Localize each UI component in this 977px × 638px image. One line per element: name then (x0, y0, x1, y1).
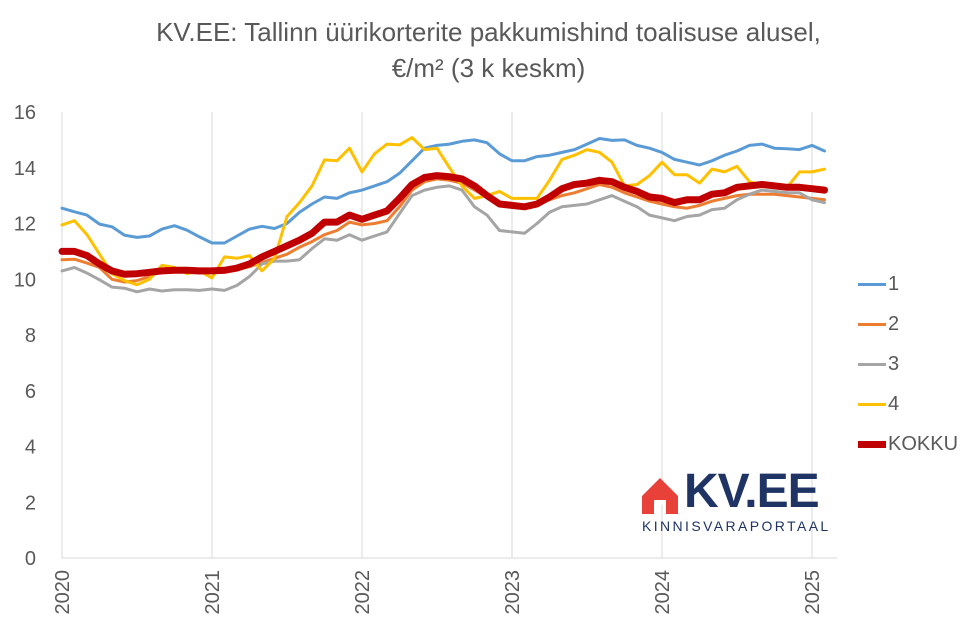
house-logo-icon (642, 478, 678, 514)
legend-item-2: 2 (858, 308, 973, 348)
legend-item-4: 4 (858, 388, 973, 428)
legend-swatch (858, 363, 886, 366)
legend-swatch (858, 323, 886, 326)
logo-subtext: KINNISVARAPORTAAL (642, 518, 831, 534)
y-tick-label: 0 (25, 548, 36, 570)
y-tick-label: 6 (25, 381, 36, 403)
series-line-3 (60, 184, 826, 294)
chart-legend: 1 2 3 4 KOKKU (858, 268, 973, 468)
x-tick-label: 2021 (202, 570, 224, 615)
chart-title-line2: €/m² (3 k keskm) (391, 53, 586, 83)
legend-label: 3 (888, 353, 900, 375)
kvee-logo: KV.EE KINNISVARAPORTAAL (640, 468, 831, 538)
legend-item-3: 3 (858, 348, 973, 388)
x-tick-label: 2024 (652, 570, 674, 615)
x-tick-label: 2022 (352, 570, 374, 615)
series-line-kokku (58, 172, 828, 278)
y-tick-label: 14 (14, 158, 36, 180)
legend-item-1: 1 (858, 268, 973, 308)
legend-swatch (858, 283, 886, 286)
legend-label: 4 (888, 393, 900, 415)
x-tick-label: 2020 (52, 570, 74, 615)
y-tick-label: 16 (14, 102, 36, 124)
legend-label: 1 (888, 273, 900, 295)
y-tick-label: 12 (14, 214, 36, 236)
y-tick-label: 10 (14, 269, 36, 291)
chart-title: KV.EE: Tallinn üürikorterite pakkumishin… (0, 14, 977, 86)
legend-swatch (858, 403, 886, 406)
legend-item-kokku: KOKKU (858, 428, 973, 468)
y-tick-label: 8 (25, 325, 36, 347)
chart-title-line1: KV.EE: Tallinn üürikorterite pakkumishin… (156, 17, 821, 47)
legend-label: 2 (888, 313, 900, 335)
logo-text: KV.EE (684, 465, 820, 518)
x-tick-label: 2023 (502, 570, 524, 615)
series-line-1 (60, 137, 826, 245)
x-tick-label: 2025 (802, 570, 824, 615)
legend-swatch (858, 441, 886, 448)
legend-label: KOKKU (888, 433, 959, 455)
y-tick-label: 4 (25, 437, 36, 459)
y-tick-label: 2 (25, 492, 36, 514)
